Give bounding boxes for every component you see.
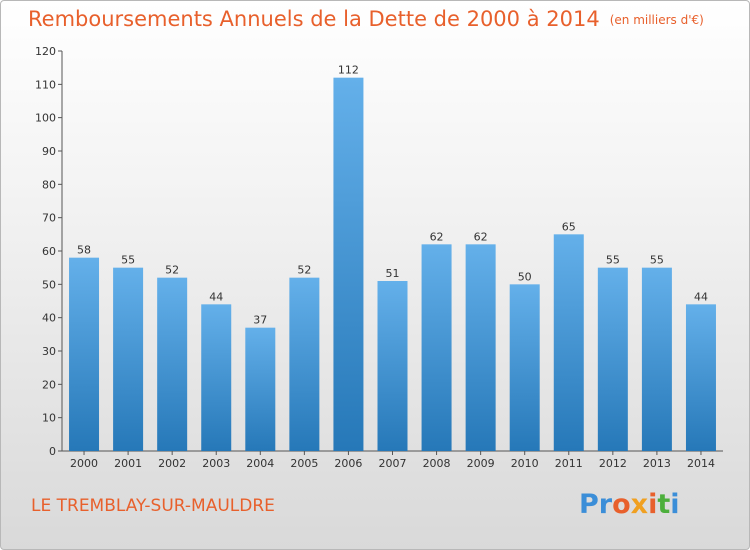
x-tick-label: 2013	[643, 457, 671, 470]
data-label: 50	[518, 270, 532, 283]
x-tick-label: 2007	[379, 457, 407, 470]
data-label: 51	[386, 267, 400, 280]
chart-title: Remboursements Annuels de la Dette de 20…	[28, 7, 704, 31]
logo-part-1: Pr	[579, 489, 613, 520]
data-label: 52	[297, 264, 311, 277]
bar	[69, 257, 100, 451]
logo-part-2: o	[612, 489, 631, 520]
data-label: 37	[253, 314, 267, 327]
x-tick-label: 2011	[555, 457, 583, 470]
logo-part-5: t	[657, 489, 671, 520]
y-tick-label: 80	[42, 178, 56, 191]
chart-title-text: Remboursements Annuels de la Dette de 20…	[28, 7, 600, 31]
y-tick-label: 120	[35, 45, 56, 58]
data-label: 62	[474, 230, 488, 243]
logo-part-6: i	[670, 489, 680, 520]
y-tick-label: 10	[42, 412, 56, 425]
bar	[377, 281, 408, 451]
x-tick-label: 2014	[687, 457, 715, 470]
commune-name: LE TREMBLAY-SUR-MAULDRE	[31, 496, 275, 516]
y-tick-label: 70	[42, 212, 56, 225]
bar	[509, 284, 540, 451]
bar	[157, 277, 188, 451]
data-label: 112	[338, 64, 359, 77]
bar	[333, 77, 364, 452]
x-tick-label: 2010	[511, 457, 539, 470]
bar	[289, 277, 320, 451]
y-tick-label: 40	[42, 312, 56, 325]
x-tick-label: 2006	[334, 457, 362, 470]
bar	[465, 244, 496, 451]
data-label: 44	[209, 290, 223, 303]
y-tick-label: 100	[35, 112, 56, 125]
bar	[553, 234, 584, 451]
bar	[421, 244, 452, 451]
bar	[641, 267, 672, 451]
unit-label: (en milliers d'€)	[609, 13, 704, 27]
bar	[685, 304, 716, 451]
x-tick-label: 2004	[246, 457, 274, 470]
data-label: 62	[430, 230, 444, 243]
logo-part-4: i	[648, 489, 658, 520]
x-tick-label: 2001	[114, 457, 142, 470]
logo-part-3: x	[630, 489, 649, 520]
y-tick-label: 20	[42, 378, 56, 391]
y-tick-label: 0	[49, 445, 56, 458]
y-tick-label: 30	[42, 345, 56, 358]
x-tick-label: 2002	[158, 457, 186, 470]
bar	[245, 327, 276, 451]
proxiti-logo: Proxiti	[579, 489, 680, 520]
y-tick-label: 60	[42, 245, 56, 258]
y-tick-label: 90	[42, 145, 56, 158]
x-tick-label: 2003	[202, 457, 230, 470]
x-tick-label: 2012	[599, 457, 627, 470]
bar	[113, 267, 144, 451]
x-tick-label: 2005	[290, 457, 318, 470]
data-label: 55	[606, 254, 620, 267]
x-tick-label: 2000	[70, 457, 98, 470]
data-label: 44	[694, 290, 708, 303]
bar	[201, 304, 232, 451]
data-label: 52	[165, 264, 179, 277]
data-label: 55	[650, 254, 664, 267]
bar	[597, 267, 628, 451]
x-tick-label: 2008	[423, 457, 451, 470]
x-tick-label: 2009	[467, 457, 495, 470]
y-tick-label: 110	[35, 78, 56, 91]
data-label: 55	[121, 254, 135, 267]
data-label: 65	[562, 220, 576, 233]
y-tick-label: 50	[42, 278, 56, 291]
data-label: 58	[77, 244, 91, 257]
